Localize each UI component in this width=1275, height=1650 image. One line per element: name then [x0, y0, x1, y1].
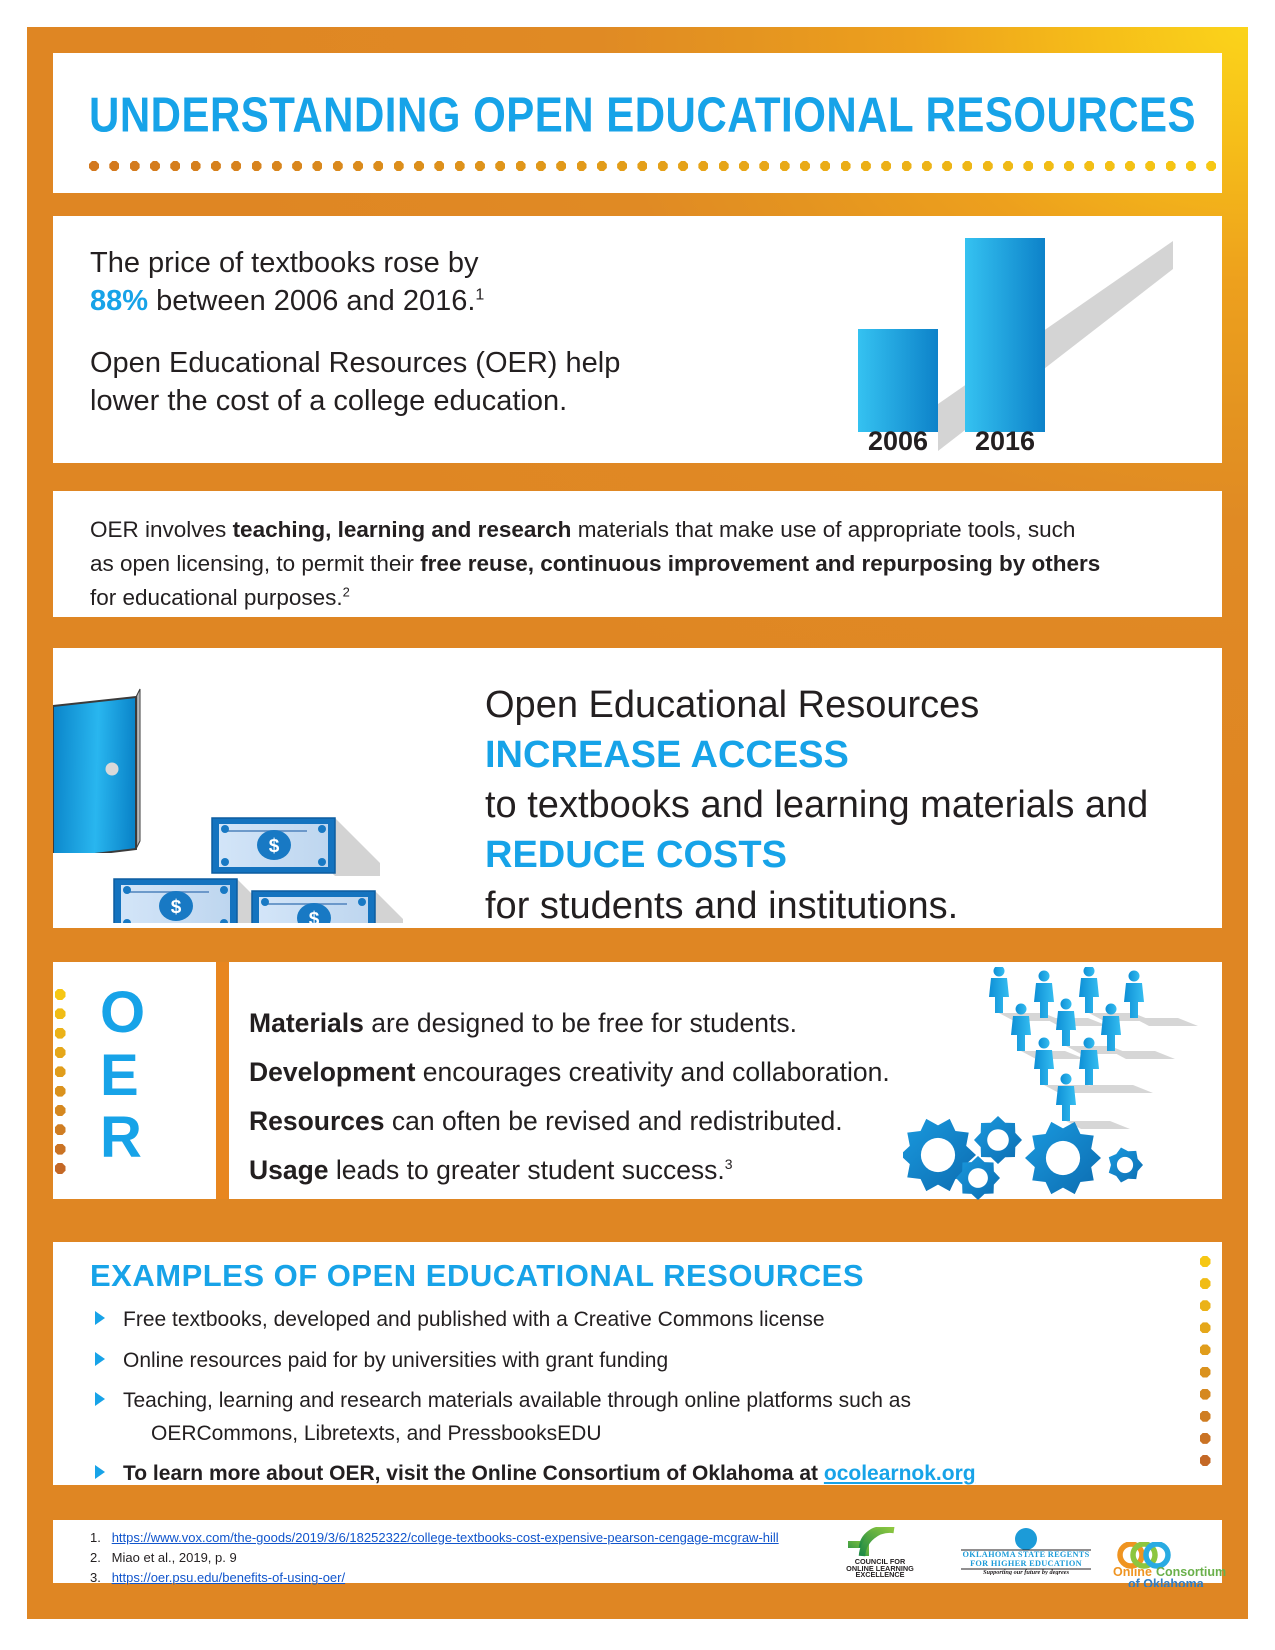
svg-text:$: $	[309, 909, 320, 923]
svg-text:2006: 2006	[868, 426, 928, 451]
svg-text:OKLAHOMA STATE REGENTS: OKLAHOMA STATE REGENTS	[962, 1550, 1089, 1559]
svg-text:EXCELLENCE: EXCELLENCE	[855, 1570, 904, 1577]
svg-text:2016: 2016	[975, 426, 1035, 451]
svg-text:of Oklahoma: of Oklahoma	[1128, 1577, 1205, 1587]
svg-text:$: $	[269, 836, 280, 857]
svg-text:$: $	[171, 897, 182, 918]
svg-text:FOR HIGHER EDUCATION: FOR HIGHER EDUCATION	[970, 1559, 1082, 1568]
svg-text:Supporting our future by degre: Supporting our future by degrees	[983, 1569, 1070, 1575]
